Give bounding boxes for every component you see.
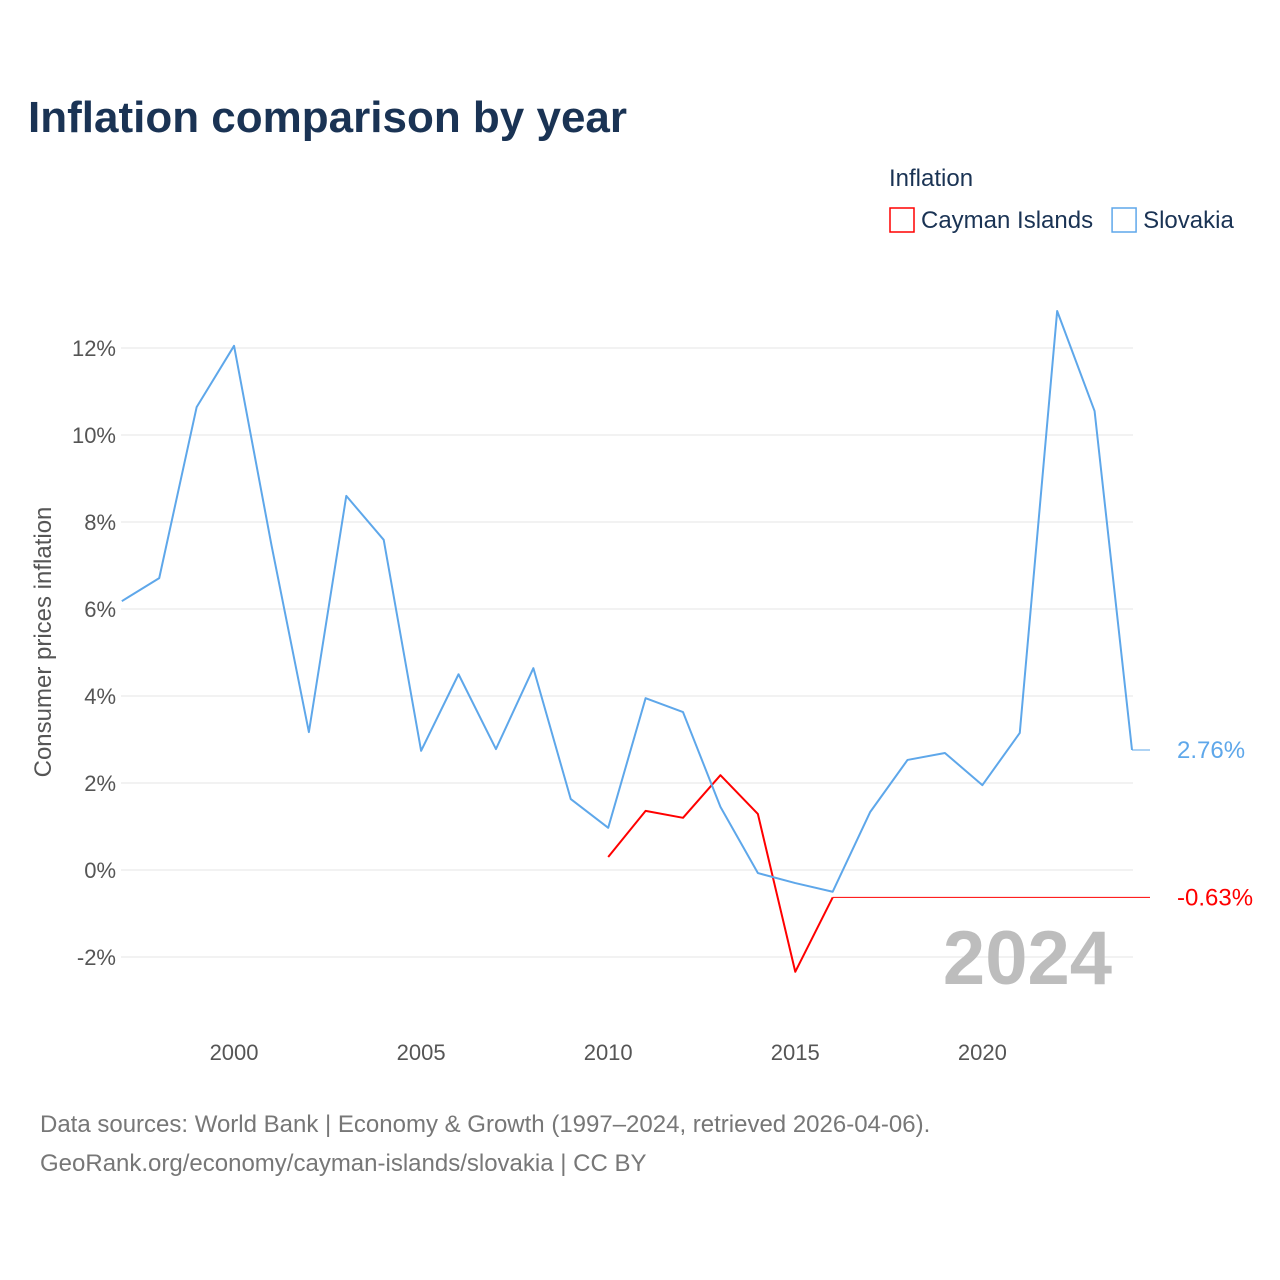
legend-label: Slovakia [1143,207,1234,234]
year-watermark: 2024 [943,916,1112,1001]
y-tick-label: 8% [84,510,116,535]
legend-swatch [1111,207,1137,233]
end-value-label: 2.76% [1177,737,1245,764]
flag-union [1144,883,1158,897]
end-labels: -0.63% 2.76% [1144,736,1253,912]
x-tick-label: 2000 [210,1040,259,1065]
y-tick-label: 2% [84,771,116,796]
series-line-slovakia [121,310,1133,893]
legend: Cayman Islands Slovakia [889,207,1234,234]
series-line-cayman-islands [607,774,834,973]
legend-label: Cayman Islands [921,207,1093,234]
flag-stripe [1144,755,1172,764]
x-tick-label: 2020 [958,1040,1007,1065]
y-tick-label: -2% [77,945,116,970]
x-tick-label: 2015 [771,1040,820,1065]
legend-title: Inflation [889,165,973,192]
grid [121,347,1133,958]
y-axis: -2% 0% 2% 4% 6% 8% 10% 12% [72,336,116,970]
chart-title: Inflation comparison by year [28,93,627,142]
x-axis: 2000 2005 2010 2015 2020 [210,1040,1007,1065]
y-tick-label: 4% [84,684,116,709]
y-tick-label: 12% [72,336,116,361]
footer-url: GeoRank.org/economy/cayman-islands/slova… [40,1150,647,1177]
end-value-label: -0.63% [1177,884,1253,911]
flag-stripe [1144,736,1172,745]
y-axis-label: Consumer prices inflation [30,507,57,778]
footer-source: Data sources: World Bank | Economy & Gro… [40,1111,930,1138]
x-tick-label: 2005 [397,1040,446,1065]
y-tick-label: 6% [84,597,116,622]
flag-emblem [1159,891,1166,901]
flag-emblem [1149,742,1157,754]
y-tick-label: 10% [72,423,116,448]
x-tick-label: 2010 [584,1040,633,1065]
legend-swatch [889,207,915,233]
series-lines [121,310,1150,973]
y-tick-label: 0% [84,858,116,883]
